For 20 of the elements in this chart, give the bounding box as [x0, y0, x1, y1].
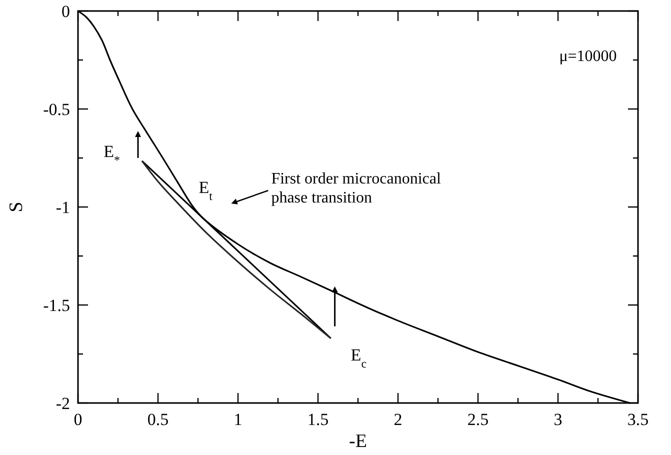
x-axis-title: -E	[349, 431, 367, 452]
y-tick-label: -1.5	[43, 296, 70, 315]
annotation: E$_{t}$	[198, 178, 214, 203]
annotation: μ=10000	[559, 48, 617, 65]
y-axis-title: S	[6, 202, 27, 212]
y-tick-label: -1	[56, 198, 70, 217]
x-tick-label: 2	[394, 410, 402, 429]
x-tick-label: 0.5	[147, 410, 169, 429]
y-tick-label: -0.5	[43, 100, 70, 119]
x-tick-label: 0	[74, 410, 82, 429]
x-tick-label: 3	[554, 410, 562, 429]
annotation: E$_{*}$	[104, 142, 120, 167]
x-tick-label: 1.5	[307, 410, 329, 429]
x-tick-label: 2.5	[467, 410, 489, 429]
y-tick-label: -2	[56, 394, 70, 413]
annotation: E$_{c}$	[350, 345, 366, 370]
y-tick-label: 0	[62, 2, 70, 21]
x-tick-label: 3.5	[627, 410, 649, 429]
x-tick-label: 1	[234, 410, 242, 429]
annotation: First order microcanonical phase transition	[271, 170, 442, 206]
